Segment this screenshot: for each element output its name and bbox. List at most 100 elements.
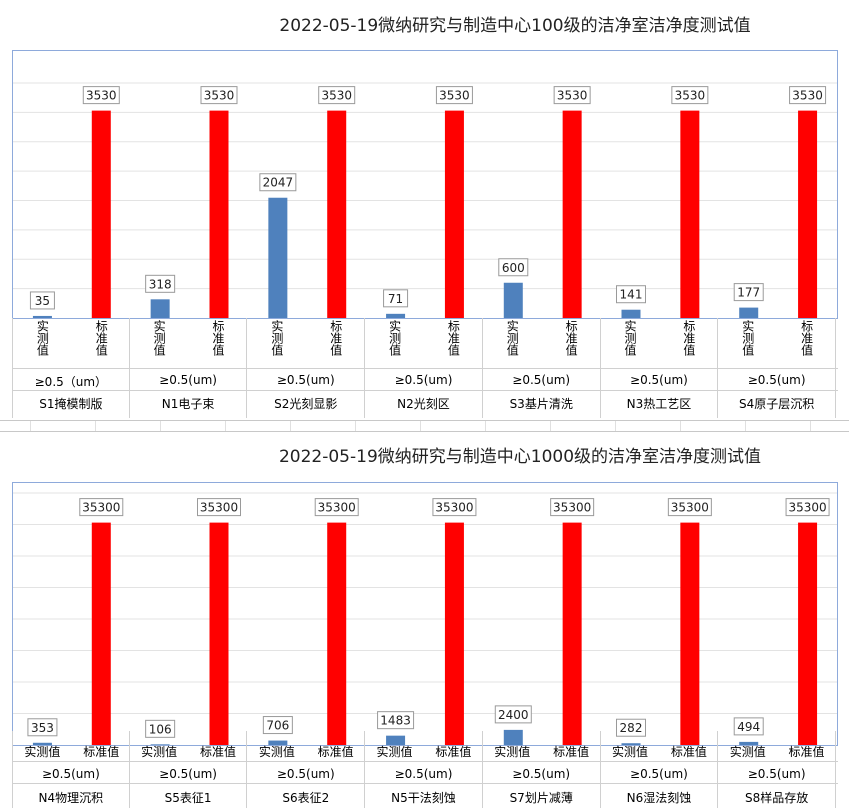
data-label: 600 [502,261,525,275]
data-label-box [435,86,473,105]
data-label: 2400 [498,708,529,722]
data-label: 3530 [86,89,117,103]
data-label: 106 [149,722,172,736]
room-name-label: N6湿法刻蚀 [626,791,692,805]
size-spec-label: ≥0.5(um) [159,767,217,781]
category-group: 实测值 标准值 ≥0.5(um) N6湿法刻蚀 [601,731,719,808]
data-label: 3530 [675,89,706,103]
chart-panel-class-1000: 2022-05-19微纳研究与制造中心1000级的洁净室洁净度测试值 353 10… [0,432,849,808]
room-name-label: S4原子层沉积 [739,397,815,411]
data-label-box [733,717,764,736]
standard-tick-label: 标准值 [799,320,814,356]
data-label-box [314,498,359,517]
measured-bar [621,309,641,318]
standard-tick-label: 标准值 [94,320,109,356]
category-group: 实测值 标准值 ≥0.5(um) S2光刻显影 [247,318,366,418]
data-label: 35300 [82,501,120,515]
data-label: 71 [388,292,403,306]
divider [0,431,849,432]
measured-tick-label: 实测值 [505,320,520,356]
data-label-box [79,498,124,517]
data-label-box [145,274,176,293]
data-label: 353 [31,721,54,735]
measured-bar [32,742,52,745]
measured-tick-label: 实测值 [376,745,413,759]
category-group: 实测值 标准值 ≥0.5(um) S6表征2 [247,731,366,808]
standard-bar [562,110,582,318]
measured-tick-label: 实测值 [740,320,755,356]
data-label: 35300 [671,501,709,515]
measured-bar [386,735,406,745]
measured-tick-label: 实测值 [152,320,167,356]
data-label: 35300 [200,501,238,515]
standard-tick-label: 标准值 [788,745,825,759]
data-label: 3530 [557,89,588,103]
data-label-box [200,86,238,105]
measured-bar [503,729,523,745]
standard-bar [680,110,700,318]
data-label-box [259,173,297,192]
category-group: 实测值 标准值 ≥0.5(um) S5表征1 [130,731,248,808]
data-label: 318 [149,277,172,291]
standard-bar [562,522,582,745]
measured-bar [621,743,641,745]
category-group: 实测值 标准值 ≥0.5(um) N1电子束 [130,318,248,418]
category-group: 实测值 标准值 ≥0.5(um) N3热工艺区 [601,318,719,418]
plot-area: 353 106 706 1483 2400 282 494 35300 35300 35300 35… [12,482,838,746]
size-spec-label: ≥0.5(um) [630,767,688,781]
standard-bar [680,522,700,745]
measured-bar [739,307,759,318]
standard-bar [444,522,464,745]
room-name-label: S8样品存放 [745,791,809,805]
measured-bar [268,740,288,745]
room-name-label: N4物理沉积 [38,791,104,805]
standard-tick-label: 标准值 [553,745,590,759]
standard-bar [91,522,111,745]
data-label: 1483 [380,714,411,728]
data-label-box [616,718,646,737]
data-label-box [29,291,55,310]
data-label-box [383,289,409,308]
divider [0,420,849,421]
standard-tick-label: 标准值 [435,745,472,759]
room-name-label: N5干法刻蚀 [391,791,456,805]
standard-tick-label: 标准值 [564,320,579,356]
data-label-box [145,719,176,738]
measured-bar [739,741,759,745]
bar-chart-svg: 35 318 2047 71 600 141 177 3530 3530 3530 3530 3530… [13,82,837,318]
measured-tick-label: 实测值 [269,320,284,356]
standard-bar [798,522,818,745]
data-label: 494 [737,720,760,734]
measured-tick-label: 实测值 [729,745,766,759]
category-group: 实测值 标准值 ≥0.5(um) N5干法刻蚀 [365,731,483,808]
standard-tick-label: 标准值 [317,745,354,759]
standard-tick-label: 标准值 [83,745,120,759]
data-label-box [27,718,58,737]
room-name-label: S7划片减薄 [509,791,573,805]
chart-panel-class-100: 2022-05-19微纳研究与制造中心100级的洁净室洁净度测试值 35 318 2… [12,16,838,418]
plot-area: 35 318 2047 71 600 141 177 3530 3530 3530 3530 3530… [12,50,838,319]
data-label: 3530 [321,89,352,103]
standard-tick-label: 标准值 [446,320,461,356]
measured-bar [386,313,406,318]
measured-tick-label: 实测值 [258,745,295,759]
standard-tick-label: 标准值 [681,320,696,356]
room-name-label: S2光刻显影 [274,397,338,411]
data-label-box [262,716,293,735]
axis-divider [12,783,838,784]
measured-tick-label: 实测值 [387,320,402,356]
data-label-box [318,86,356,105]
room-name-label: N3热工艺区 [626,397,692,411]
bar-chart-svg: 353 106 706 1483 2400 282 494 35300 35300 35300 35… [13,492,837,745]
category-group: 实测值 标准值 ≥0.5(um) S8样品存放 [718,731,836,808]
measured-bar [503,282,523,318]
size-spec-label: ≥0.5(um) [394,373,453,387]
data-label: 35 [35,294,50,308]
size-spec-label: ≥0.5(um) [276,767,335,781]
category-group: 实测值 标准值 ≥0.5(um) S7划片减薄 [483,731,601,808]
data-label: 35300 [318,501,356,515]
standard-bar [327,110,347,318]
data-label-box [616,285,646,304]
standard-bar [444,110,464,318]
data-label-box [785,498,830,517]
